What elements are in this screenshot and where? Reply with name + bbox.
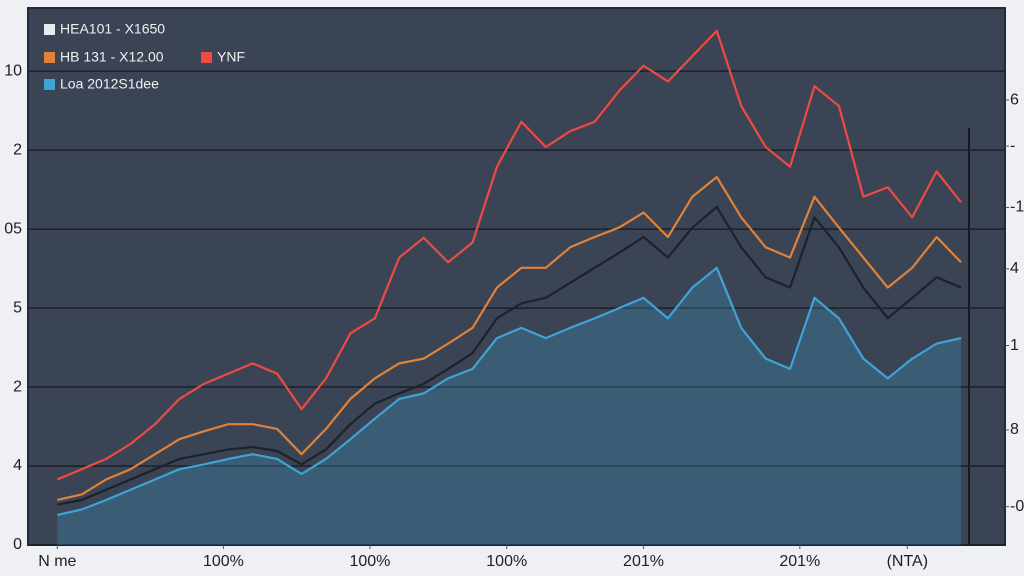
x-tick-label: 100% (349, 553, 390, 570)
legend-swatch (44, 52, 55, 63)
y2-tick-label: -0 (1010, 498, 1024, 515)
series-line (57, 175, 962, 502)
legend-swatch (44, 24, 55, 35)
y2-tick-label: 8 (1010, 421, 1019, 438)
series-line (56, 29, 962, 481)
y-tick-label: 5 (13, 299, 22, 316)
series-line (57, 205, 962, 506)
legend-swatch (201, 52, 212, 63)
legend-label: Loa 2012S1dee (60, 76, 159, 92)
y2-tick-label: - (1010, 137, 1015, 154)
y-tick-label: 4 (13, 457, 22, 474)
legend-label: HEA101 - X1650 (60, 21, 165, 37)
y-tick-label: 10 (4, 62, 22, 79)
x-tick-label: 100% (486, 553, 527, 570)
x-tick-label: N me (38, 553, 76, 570)
area (57, 267, 962, 545)
legend-label: YNF (217, 49, 245, 65)
legend-swatch (44, 79, 55, 90)
legend-label: HB 131 - X12.00 (60, 49, 164, 65)
x-tick-label: 100% (203, 553, 244, 570)
y2-tick-label: 1 (1010, 337, 1019, 354)
y2-tick-label: 6 (1010, 91, 1019, 108)
series-line (57, 266, 962, 517)
plot-area (27, 7, 1006, 546)
x-tick-label: 201% (779, 553, 820, 570)
y-tick-label: 2 (13, 141, 22, 158)
x-tick-label: 201% (623, 553, 664, 570)
y-tick-label: 0 (13, 536, 22, 553)
y-tick-label: 2 (13, 378, 22, 395)
x-tick-label: (NTA) (887, 553, 928, 570)
y2-tick-label: 4 (1010, 260, 1019, 277)
y2-tick-label: -1 (1010, 199, 1024, 216)
y-tick-label: 05 (4, 220, 22, 237)
